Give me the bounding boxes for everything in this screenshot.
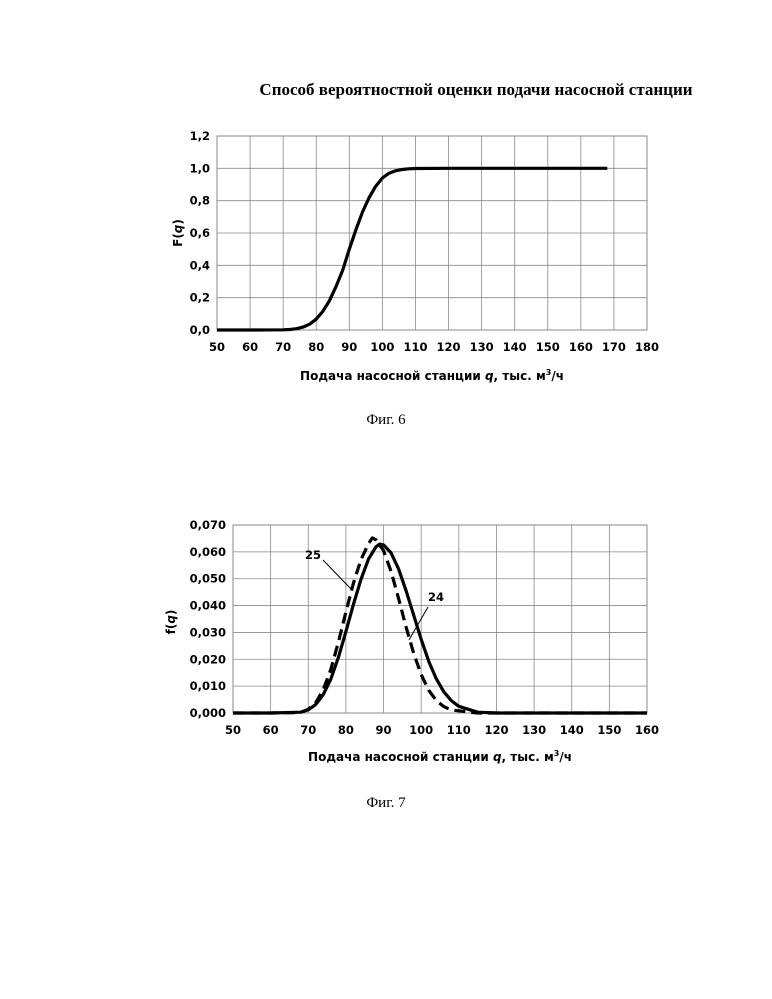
cdf-y-tick-label: 1,2 bbox=[190, 129, 210, 143]
pdf-y-ticks: 0,000 0,010 0,020 0,030 0,040 0,050 0,060 0,070 bbox=[190, 518, 226, 720]
pdf-x-tick-label: 110 bbox=[447, 723, 471, 737]
cdf-x-axis-title: Подача насосной станции q, тыс. м3/ч bbox=[300, 368, 564, 383]
cdf-y-tick-label: 1,0 bbox=[190, 161, 210, 175]
pdf-x-tick-label: 80 bbox=[338, 723, 354, 737]
cdf-y-tick-label: 0,4 bbox=[190, 258, 210, 272]
cdf-x-tick-label: 150 bbox=[536, 340, 560, 354]
cdf-x-tick-label: 130 bbox=[470, 340, 494, 354]
cdf-chart: 50 60 70 80 90 100 110 120 130 140 150 160 170 180 0,… bbox=[0, 120, 772, 390]
cdf-x-tick-label: 160 bbox=[569, 340, 593, 354]
pdf-x-axis-title: Подача насосной станции q, тыс. м3/ч bbox=[308, 749, 572, 764]
pdf-x-tick-label: 90 bbox=[376, 723, 392, 737]
pdf-x-tick-label: 140 bbox=[560, 723, 584, 737]
pdf-chart: 5060708090100110120130140150160 0,0000,0… bbox=[0, 510, 772, 770]
pdf-x-tick-label: 60 bbox=[263, 723, 279, 737]
series-25-leader-line bbox=[323, 560, 352, 590]
cdf-x-tick-label: 50 bbox=[209, 340, 225, 354]
figure-7-caption: Фиг. 7 bbox=[0, 795, 772, 812]
cdf-x-ticks: 50 60 70 80 90 100 110 120 130 140 150 160 170 180 bbox=[209, 340, 659, 354]
pdf-x-tick-label: 160 bbox=[635, 723, 659, 737]
pdf-y-tick-label: 0,010 bbox=[190, 679, 226, 693]
cdf-x-tick-label: 140 bbox=[503, 340, 527, 354]
pdf-y-tick-label: 0,060 bbox=[190, 545, 226, 559]
cdf-x-tick-label: 100 bbox=[370, 340, 394, 354]
cdf-series-1-line bbox=[217, 168, 607, 330]
pdf-y-tick-label: 0,000 bbox=[190, 706, 226, 720]
cdf-y-tick-label: 0,2 bbox=[190, 291, 210, 305]
cdf-y-tick-label: 0,0 bbox=[190, 323, 210, 337]
pdf-x-tick-label: 100 bbox=[409, 723, 433, 737]
cdf-y-axis-title: F(q) bbox=[171, 219, 185, 247]
pdf-x-tick-label: 50 bbox=[225, 723, 241, 737]
cdf-x-tick-label: 110 bbox=[403, 340, 427, 354]
pdf-series-24-line bbox=[233, 544, 647, 713]
pdf-y-tick-label: 0,030 bbox=[190, 625, 226, 639]
cdf-series bbox=[217, 168, 607, 330]
pdf-series bbox=[233, 538, 647, 713]
cdf-x-tick-label: 70 bbox=[275, 340, 291, 354]
series-25-label: 25 bbox=[305, 548, 321, 562]
pdf-x-tick-label: 130 bbox=[522, 723, 546, 737]
pdf-y-tick-label: 0,050 bbox=[190, 572, 226, 586]
cdf-y-ticks: 0,0 0,2 0,4 0,6 0,8 1,0 1,2 bbox=[190, 129, 210, 337]
pdf-y-tick-label: 0,070 bbox=[190, 518, 226, 532]
pdf-y-axis-title: f(q) bbox=[164, 610, 178, 635]
figure-6-caption: Фиг. 6 bbox=[0, 412, 772, 429]
pdf-x-ticks: 50 60 70 80 90 100 110 120 130 140 150 160 bbox=[225, 723, 659, 737]
cdf-x-tick-label: 80 bbox=[308, 340, 324, 354]
cdf-y-tick-label: 0,6 bbox=[190, 226, 210, 240]
cdf-x-tick-label: 120 bbox=[437, 340, 461, 354]
pdf-y-tick-label: 0,040 bbox=[190, 599, 226, 613]
cdf-x-tick-label: 60 bbox=[242, 340, 258, 354]
cdf-y-tick-label: 0,8 bbox=[190, 194, 210, 208]
page-title: Способ вероятностной оценки подачи насос… bbox=[0, 80, 772, 100]
series-24-label: 24 bbox=[428, 590, 444, 604]
pdf-x-tick-label: 120 bbox=[484, 723, 508, 737]
cdf-x-tick-label: 180 bbox=[635, 340, 659, 354]
pdf-y-tick-label: 0,020 bbox=[190, 652, 226, 666]
cdf-x-tick-label: 90 bbox=[341, 340, 357, 354]
pdf-x-tick-label: 150 bbox=[597, 723, 621, 737]
pdf-x-tick-label: 70 bbox=[300, 723, 316, 737]
cdf-x-tick-label: 170 bbox=[602, 340, 626, 354]
cdf-grid bbox=[217, 136, 647, 330]
